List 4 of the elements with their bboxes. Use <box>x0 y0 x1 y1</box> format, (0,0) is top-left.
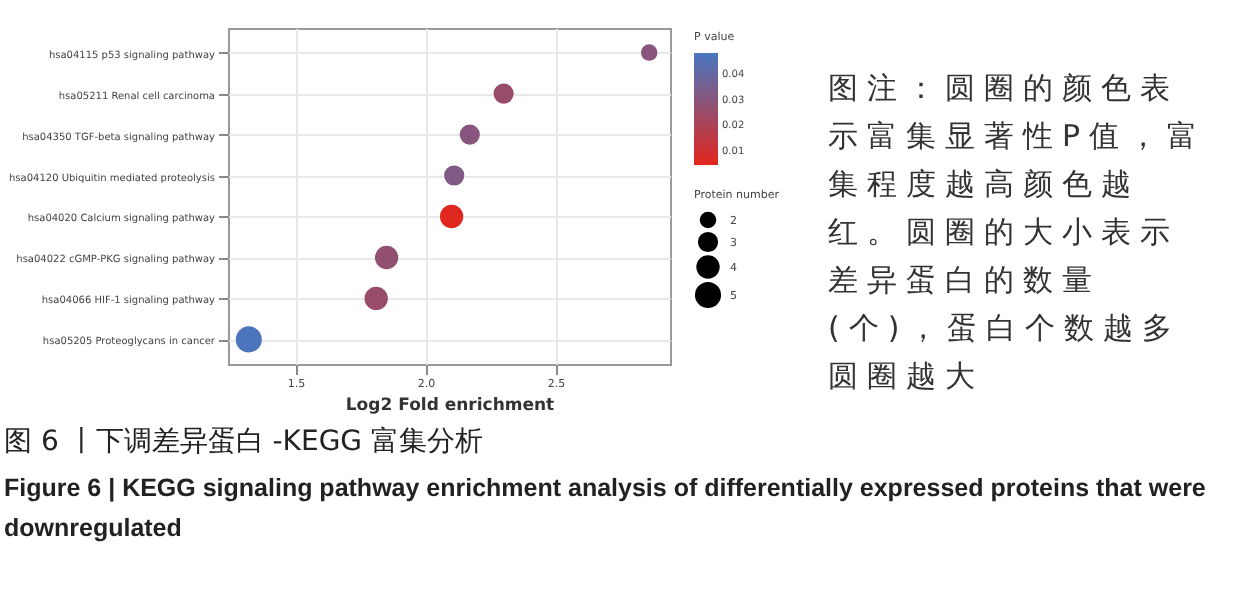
text: 图注：圆圈的颜色表示富集显著性P值，富集程度越高颜色越红。圆圈的大小表示差异蛋白的数量(个)，蛋白个数越多圆圈越大 <box>828 68 1208 398</box>
x-axis-title: Log2 Fold enrichment <box>345 396 555 416</box>
text: Figure 6 | KEGG signaling pathway enrichment analysis of differentially expressed proteins that were downregulated <box>4 472 1208 546</box>
text: 图 6 丨下调差异蛋白 -KEGG 富集分析 <box>4 424 485 460</box>
